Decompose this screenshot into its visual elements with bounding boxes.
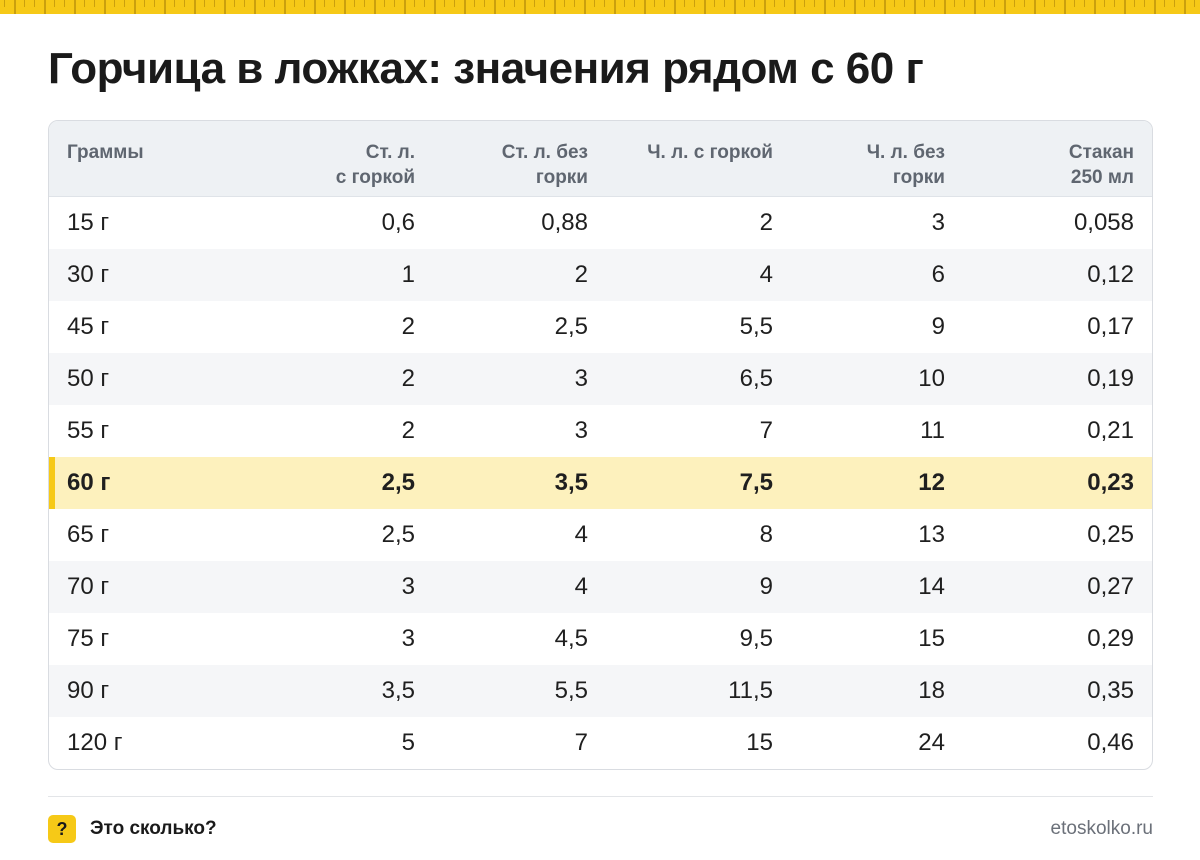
cell-tsp-level: 12 [918,469,945,496]
footer: ? Это сколько? etoskolko.ru [48,814,1153,844]
cell-tsp-level: 24 [918,729,945,756]
cell-tbsp-heaped: 2 [401,313,415,340]
cell-tsp-heaped: 2 [759,209,773,236]
cell-tbsp-heaped: 5 [401,729,415,756]
table-row: 75 г 3 4,5 9,5 15 0,29 [49,613,1152,665]
cell-tsp-level: 15 [918,625,945,652]
cell-tsp-heaped: 9,5 [739,625,773,652]
header-tsp-level: Ч. л. без горки [866,142,945,188]
cell-cup-250ml: 0,27 [1087,573,1134,600]
cell-tbsp-heaped: 3,5 [381,677,415,704]
cell-tsp-heaped: 8 [759,521,773,548]
cell-tbsp-heaped: 2,5 [381,469,415,496]
header-cup-250ml: Стакан 250 мл [1068,142,1134,188]
cell-tsp-heaped: 7 [759,417,773,444]
cell-tbsp-level: 4 [574,573,588,600]
cell-tbsp-heaped: 1 [401,261,415,288]
header-grams: Граммы [67,142,144,163]
table-row: 55 г 2 3 7 11 0,21 [49,405,1152,457]
cell-cup-250ml: 0,17 [1087,313,1134,340]
cell-tbsp-heaped: 3 [401,573,415,600]
cell-tsp-heaped: 11,5 [728,677,773,704]
cell-cup-250ml: 0,058 [1073,209,1134,236]
cell-tsp-heaped: 7,5 [739,469,773,496]
brand-link[interactable]: ? Это сколько? [48,815,217,843]
cell-tbsp-level: 2 [574,261,588,288]
cell-tbsp-level: 7 [574,729,588,756]
cell-tsp-level: 10 [918,365,945,392]
cell-cup-250ml: 0,12 [1087,261,1134,288]
table-row: 30 г 1 2 4 6 0,12 [49,249,1152,301]
cell-grams: 30 г [67,261,110,288]
cell-tsp-level: 13 [918,521,945,548]
cell-tbsp-level: 3 [574,365,588,392]
cell-tbsp-level: 0,88 [541,209,588,236]
table-row: 65 г 2,5 4 8 13 0,25 [49,509,1152,561]
table-row: 120 г 5 7 15 24 0,46 [49,717,1152,769]
ruler-decoration [0,0,1200,14]
page-title: Горчица в ложках: значения рядом с 60 г [48,44,924,93]
site-link[interactable]: etoskolko.ru [1050,818,1153,839]
cell-cup-250ml: 0,25 [1087,521,1134,548]
table-row: 70 г 3 4 9 14 0,27 [49,561,1152,613]
cell-cup-250ml: 0,29 [1087,625,1134,652]
cell-cup-250ml: 0,21 [1087,417,1134,444]
cell-tbsp-level: 4 [574,521,588,548]
cell-grams: 45 г [67,313,110,340]
cell-tbsp-heaped: 2 [401,417,415,444]
cell-grams: 55 г [67,417,110,444]
cell-grams: 75 г [67,625,110,652]
cell-tbsp-heaped: 2,5 [381,521,415,548]
table-row: 50 г 2 3 6,5 10 0,19 [49,353,1152,405]
cell-grams: 90 г [67,677,110,704]
cell-tsp-level: 11 [920,417,945,444]
cell-tbsp-heaped: 3 [401,625,415,652]
cell-cup-250ml: 0,23 [1087,469,1134,496]
cell-tsp-level: 3 [931,209,945,236]
question-mark-icon: ? [48,815,76,843]
table-row-highlighted: 60 г 2,5 3,5 7,5 12 0,23 [49,457,1152,509]
header-tbsp-level: Ст. л. без горки [501,142,588,188]
cell-tbsp-level: 4,5 [554,625,588,652]
footer-divider [48,796,1153,797]
cell-tsp-level: 9 [931,313,945,340]
table-header: Граммы Ст. л. с горкой Ст. л. без горки … [49,121,1152,197]
cell-tsp-level: 18 [918,677,945,704]
cell-cup-250ml: 0,19 [1087,365,1134,392]
header-tbsp-heaped: Ст. л. с горкой [335,142,415,188]
cell-tbsp-level: 3,5 [554,469,588,496]
cell-tsp-level: 14 [918,573,945,600]
table-row: 15 г 0,6 0,88 2 3 0,058 [49,197,1152,249]
cell-tbsp-level: 3 [574,417,588,444]
cell-tsp-level: 6 [931,261,945,288]
cell-grams: 50 г [67,365,110,392]
cell-tsp-heaped: 6,5 [739,365,773,392]
cell-tsp-heaped: 9 [759,573,773,600]
cell-tsp-heaped: 5,5 [739,313,773,340]
cell-tsp-heaped: 4 [759,261,773,288]
cell-tbsp-heaped: 2 [401,365,415,392]
cell-tbsp-level: 2,5 [554,313,588,340]
table-row: 45 г 2 2,5 5,5 9 0,17 [49,301,1152,353]
cell-tbsp-level: 5,5 [554,677,588,704]
brand-name: Это сколько? [90,818,217,839]
cell-grams: 60 г [67,469,111,496]
table-body: 15 г 0,6 0,88 2 3 0,058 30 г 1 2 4 6 0,12 45 г 2 2,5 5,… [49,197,1152,769]
cell-tsp-heaped: 15 [746,729,773,756]
cell-grams: 65 г [67,521,110,548]
cell-cup-250ml: 0,35 [1087,677,1134,704]
conversion-table: Граммы Ст. л. с горкой Ст. л. без горки … [48,120,1153,770]
cell-cup-250ml: 0,46 [1087,729,1134,756]
cell-tbsp-heaped: 0,6 [381,209,415,236]
cell-grams: 120 г [67,729,123,756]
header-tsp-heaped: Ч. л. с горкой [647,142,773,163]
cell-grams: 15 г [67,209,110,236]
cell-grams: 70 г [67,573,110,600]
table-row: 90 г 3,5 5,5 11,5 18 0,35 [49,665,1152,717]
